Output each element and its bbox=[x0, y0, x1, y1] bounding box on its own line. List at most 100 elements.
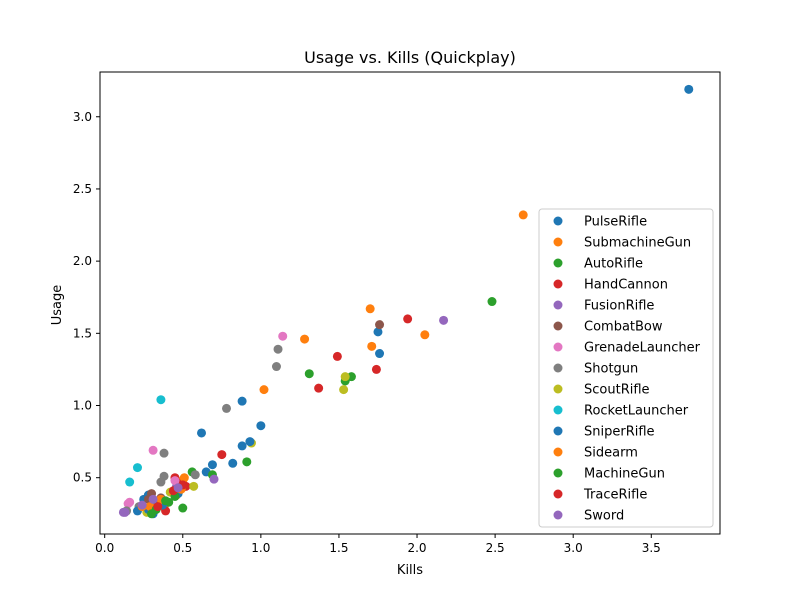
point-submachinegun bbox=[365, 304, 375, 314]
point-autorifle bbox=[242, 457, 252, 467]
point-shotgun bbox=[271, 362, 281, 372]
x-tick-label: 0.0 bbox=[95, 541, 114, 555]
legend-marker-combatbow bbox=[553, 321, 563, 331]
x-tick-label: 1.0 bbox=[251, 541, 270, 555]
legend-marker-sidearm bbox=[553, 447, 563, 457]
point-machinegun bbox=[147, 509, 157, 519]
y-tick-label: 3.0 bbox=[73, 110, 92, 124]
point-handcannon bbox=[403, 314, 413, 324]
legend-label-sidearm: Sidearm bbox=[584, 446, 638, 461]
legend-label-fusionrifle: FusionRifle bbox=[584, 299, 654, 314]
legend-label-shotgun: Shotgun bbox=[584, 362, 638, 377]
point-sidearm bbox=[179, 473, 189, 483]
x-tick-label: 0.5 bbox=[173, 541, 192, 555]
legend-marker-shotgun bbox=[553, 363, 563, 373]
point-submachinegun bbox=[518, 210, 528, 220]
legend-marker-sniperrifle bbox=[553, 426, 563, 436]
legend-label-rocketlauncher: RocketLauncher bbox=[584, 404, 689, 419]
point-handcannon bbox=[217, 450, 227, 460]
legend-box bbox=[538, 208, 714, 528]
point-fusionrifle bbox=[439, 315, 449, 325]
point-grenadelauncher bbox=[148, 445, 158, 455]
legend-marker-scoutrifle bbox=[553, 384, 563, 394]
x-tick-label: 2.5 bbox=[486, 541, 505, 555]
point-sword bbox=[137, 500, 147, 510]
point-autorifle bbox=[304, 369, 314, 379]
point-grenadelauncher bbox=[278, 331, 288, 341]
legend-marker-handcannon bbox=[553, 279, 563, 289]
legend-label-combatbow: CombatBow bbox=[584, 320, 663, 335]
point-grenadelauncher bbox=[123, 499, 133, 509]
point-pulserifle bbox=[197, 428, 207, 438]
x-axis-label: Kills bbox=[397, 563, 423, 578]
legend-label-machinegun: MachineGun bbox=[584, 467, 665, 482]
legend-marker-submachinegun bbox=[553, 237, 563, 247]
point-machinegun bbox=[161, 496, 171, 506]
legend-label-grenadelauncher: GrenadeLauncher bbox=[584, 341, 701, 356]
legend-label-sword: Sword bbox=[584, 509, 624, 524]
axes-frame bbox=[99, 71, 721, 535]
y-axis-label: Usage bbox=[50, 285, 65, 326]
point-submachinegun bbox=[367, 341, 377, 351]
point-sniperrifle bbox=[245, 437, 255, 447]
point-submachinegun bbox=[420, 330, 430, 340]
point-sniperrifle bbox=[228, 458, 238, 468]
point-sword bbox=[148, 494, 158, 504]
point-pulserifle bbox=[207, 460, 217, 470]
point-tracerifle bbox=[153, 502, 163, 512]
point-shotgun bbox=[190, 470, 200, 480]
legend-marker-pulserifle bbox=[553, 216, 563, 226]
x-tick-label: 2.0 bbox=[407, 541, 426, 555]
x-tick-label: 1.5 bbox=[329, 541, 348, 555]
point-shotgun bbox=[221, 403, 231, 413]
y-tick-label: 0.5 bbox=[73, 471, 92, 485]
y-tick-label: 1.0 bbox=[73, 399, 92, 413]
legend-marker-sword bbox=[553, 510, 563, 520]
point-shotgun bbox=[159, 448, 169, 458]
point-sword bbox=[120, 507, 130, 517]
point-autorifle bbox=[487, 297, 497, 307]
legend-marker-machinegun bbox=[553, 468, 563, 478]
legend-label-handcannon: HandCannon bbox=[584, 278, 668, 293]
point-rocketlauncher bbox=[132, 463, 142, 473]
point-pulserifle bbox=[256, 421, 266, 431]
legend-label-sniperrifle: SniperRifle bbox=[584, 425, 655, 440]
point-rocketlauncher bbox=[125, 477, 135, 487]
legend-marker-grenadelauncher bbox=[553, 342, 563, 352]
point-rocketlauncher bbox=[156, 395, 166, 405]
point-shotgun bbox=[273, 344, 283, 354]
legend-marker-autorifle bbox=[553, 258, 563, 268]
point-sword bbox=[173, 483, 183, 493]
y-tick-label: 1.5 bbox=[73, 326, 92, 340]
point-fusionrifle bbox=[209, 474, 219, 484]
legend-label-autorifle: AutoRifle bbox=[584, 257, 643, 272]
point-autorifle bbox=[178, 503, 188, 513]
point-pulserifle bbox=[375, 349, 385, 359]
point-shotgun bbox=[156, 477, 166, 487]
legend: PulseRifle SubmachineGun AutoRifle HandCann… bbox=[538, 208, 714, 528]
legend-marker-tracerifle bbox=[553, 489, 563, 499]
point-handcannon bbox=[371, 364, 381, 374]
point-combatbow bbox=[375, 320, 385, 330]
legend-marker-rocketlauncher bbox=[553, 405, 563, 415]
data-points bbox=[118, 84, 694, 519]
legend-marker-fusionrifle bbox=[553, 300, 563, 310]
point-pulserifle bbox=[373, 327, 383, 337]
point-scoutrifle bbox=[340, 372, 350, 382]
legend-label-scoutrifle: ScoutRifle bbox=[584, 383, 650, 398]
legend-label-tracerifle: TraceRifle bbox=[583, 488, 647, 503]
legend-label-submachinegun: SubmachineGun bbox=[584, 236, 691, 251]
point-scoutrifle bbox=[189, 481, 199, 491]
point-autorifle bbox=[346, 372, 356, 382]
point-pulserifle bbox=[237, 396, 247, 406]
x-tick-label: 3.0 bbox=[564, 541, 583, 555]
x-tick-label: 3.5 bbox=[642, 541, 661, 555]
chart-title: Usage vs. Kills (Quickplay) bbox=[304, 48, 516, 67]
y-axis-ticks: 0.5 1.0 1.5 2.0 2.5 3.0 bbox=[73, 110, 100, 485]
point-scoutrifle bbox=[339, 385, 349, 395]
x-axis-ticks: 0.0 0.5 1.0 1.5 2.0 2.5 3.0 3.5 bbox=[95, 534, 661, 555]
point-handcannon bbox=[332, 351, 342, 361]
point-handcannon bbox=[314, 383, 324, 393]
point-pulserifle bbox=[684, 84, 694, 94]
